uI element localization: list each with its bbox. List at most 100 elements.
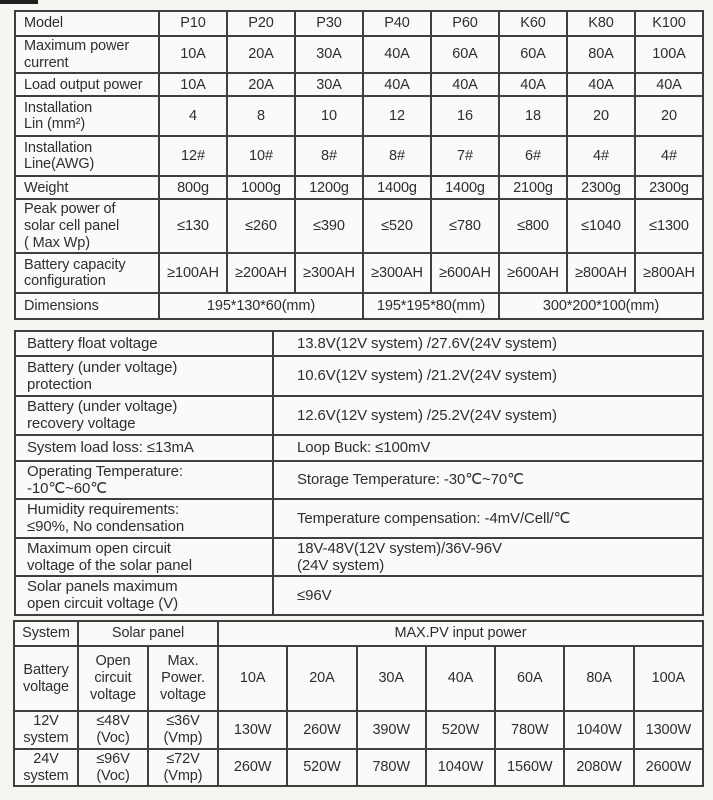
- electrical-parameters-table: Battery float voltage 13.8V(12V system) …: [14, 330, 704, 616]
- spec-value-cell: 8#: [294, 135, 364, 178]
- pv-row-24v-system: 24V system ≤96V (Voc) ≤72V (Vmp) 260W 52…: [13, 747, 705, 788]
- spec-value-cell: 12#: [158, 135, 228, 178]
- spec-value-cell: ≤130: [158, 198, 228, 255]
- param-label: System load loss: ≤13mA: [14, 433, 274, 462]
- spec-value-cell: 80A: [566, 34, 636, 75]
- spec-value-cell: ≤520: [362, 198, 432, 255]
- header-open-circuit-voltage: Open circuit voltage: [77, 645, 149, 712]
- spec-value-cell: ≤260: [226, 198, 296, 255]
- pv-input-power-table: System Solar panel MAX.PV input power Ba…: [13, 620, 705, 788]
- amp-col-header: 10A: [217, 645, 289, 712]
- spec-value-cell: 10A: [158, 34, 228, 75]
- param-row-recovery-voltage: Battery (under voltage) recovery voltage…: [14, 395, 704, 436]
- spec-value-cell: ≤780: [430, 198, 500, 255]
- pv-header-row-2: Battery voltage Open circuit voltage Max…: [13, 645, 705, 712]
- spec-value-cell: 4#: [566, 135, 636, 178]
- row-label: Maximum power current: [14, 34, 160, 75]
- vmp-value-cell: ≤72V (Vmp): [146, 747, 220, 788]
- row-label: Installation Line(AWG): [14, 135, 160, 178]
- param-value: 18V-48V(12V system)/36V-96V (24V system): [272, 536, 704, 577]
- header-max-power-voltage: Max. Power. voltage: [146, 645, 220, 712]
- model-col-header: P10: [158, 10, 228, 37]
- watt-value-cell: 2080W: [563, 747, 635, 788]
- param-label: Operating Temperature: -10℃~60℃: [14, 459, 274, 500]
- spec-row-load-output-power: Load output power 10A 20A 30A 40A 40A 40…: [14, 72, 704, 98]
- spec-value-cell: 16: [430, 95, 500, 138]
- spec-value-cell: ≥300AH: [362, 252, 432, 295]
- spec-value-cell: ≥600AH: [498, 252, 568, 295]
- amp-col-header: 100A: [632, 645, 705, 712]
- scan-edge-artifact: [0, 0, 38, 4]
- model-col-header: P60: [430, 10, 500, 37]
- system-row-header: 24V system: [13, 747, 79, 788]
- spec-value-cell: 20A: [226, 72, 296, 98]
- header-max-pv-input-power: MAX.PV input power: [217, 620, 704, 647]
- param-value: ≤96V: [272, 575, 704, 616]
- amp-col-header: 20A: [286, 645, 358, 712]
- param-value: 13.8V(12V system) /27.6V(24V system): [272, 330, 704, 357]
- param-label: Battery (under voltage) protection: [14, 355, 274, 397]
- spec-value-cell: ≥200AH: [226, 252, 296, 295]
- watt-value-cell: 390W: [355, 710, 427, 750]
- dimension-span-cell: 195*130*60(mm): [158, 292, 364, 321]
- model-header-row: Model P10 P20 P30 P40 P60 K60 K80 K100: [14, 10, 704, 37]
- spec-value-cell: 8#: [362, 135, 432, 178]
- spec-value-cell: ≥800AH: [634, 252, 704, 295]
- row-label: Battery capacity configuration: [14, 252, 160, 295]
- spec-row-dimensions: Dimensions 195*130*60(mm) 195*195*80(mm)…: [14, 292, 704, 321]
- spec-value-cell: 1400g: [362, 175, 432, 201]
- spec-value-cell: 100A: [634, 34, 704, 75]
- param-row-operating-temperature: Operating Temperature: -10℃~60℃ Storage …: [14, 459, 704, 500]
- dimension-span-cell: 195*195*80(mm): [362, 292, 500, 321]
- spec-value-cell: ≥100AH: [158, 252, 228, 295]
- spec-value-cell: 20: [566, 95, 636, 138]
- spec-value-cell: 30A: [294, 34, 364, 75]
- spec-row-battery-capacity: Battery capacity configuration ≥100AH ≥2…: [14, 252, 704, 295]
- spec-row-weight: Weight 800g 1000g 1200g 1400g 1400g 2100…: [14, 175, 704, 201]
- param-label: Battery float voltage: [14, 330, 274, 357]
- model-col-header: K60: [498, 10, 568, 37]
- param-value: Temperature compensation: -4mV/Cell/℃: [272, 498, 704, 539]
- model-col-header: P20: [226, 10, 296, 37]
- watt-value-cell: 1040W: [424, 747, 497, 788]
- spec-value-cell: 4#: [634, 135, 704, 178]
- spec-value-cell: ≤390: [294, 198, 364, 255]
- spec-value-cell: 7#: [430, 135, 500, 178]
- spec-value-cell: 40A: [634, 72, 704, 98]
- spec-value-cell: 2300g: [566, 175, 636, 201]
- param-label: Humidity requirements: ≤90%, No condensa…: [14, 498, 274, 539]
- watt-value-cell: 2600W: [632, 747, 705, 788]
- spec-value-cell: 60A: [430, 34, 500, 75]
- model-spec-table: Model P10 P20 P30 P40 P60 K60 K80 K100 M…: [14, 10, 704, 321]
- spec-value-cell: 40A: [498, 72, 568, 98]
- row-label: Peak power of solar cell panel ( Max Wp): [14, 198, 160, 255]
- amp-col-header: 30A: [355, 645, 427, 712]
- amp-col-header: 40A: [424, 645, 497, 712]
- spec-value-cell: ≤800: [498, 198, 568, 255]
- model-col-header: K100: [634, 10, 704, 37]
- watt-value-cell: 1300W: [632, 710, 705, 750]
- watt-value-cell: 1560W: [494, 747, 566, 788]
- spec-row-max-power-current: Maximum power current 10A 20A 30A 40A 60…: [14, 34, 704, 75]
- voc-value-cell: ≤96V (Voc): [77, 747, 149, 788]
- watt-value-cell: 260W: [286, 710, 358, 750]
- dimension-span-cell: 300*200*100(mm): [498, 292, 704, 321]
- watt-value-cell: 520W: [424, 710, 497, 750]
- watt-value-cell: 780W: [494, 710, 566, 750]
- pv-row-12v-system: 12V system ≤48V (Voc) ≤36V (Vmp) 130W 26…: [13, 710, 705, 750]
- spec-value-cell: 1400g: [430, 175, 500, 201]
- spec-value-cell: 10A: [158, 72, 228, 98]
- spec-value-cell: ≥600AH: [430, 252, 500, 295]
- spec-value-cell: 60A: [498, 34, 568, 75]
- param-value: Loop Buck: ≤100mV: [272, 433, 704, 462]
- spec-row-peak-power: Peak power of solar cell panel ( Max Wp)…: [14, 198, 704, 255]
- amp-col-header: 80A: [563, 645, 635, 712]
- header-solar-panel: Solar panel: [76, 620, 220, 647]
- spec-value-cell: 10: [294, 95, 364, 138]
- spec-value-cell: 4: [158, 95, 228, 138]
- amp-col-header: 60A: [494, 645, 566, 712]
- vmp-value-cell: ≤36V (Vmp): [146, 710, 220, 750]
- watt-value-cell: 520W: [286, 747, 358, 788]
- param-value: 10.6V(12V system) /21.2V(24V system): [272, 355, 704, 397]
